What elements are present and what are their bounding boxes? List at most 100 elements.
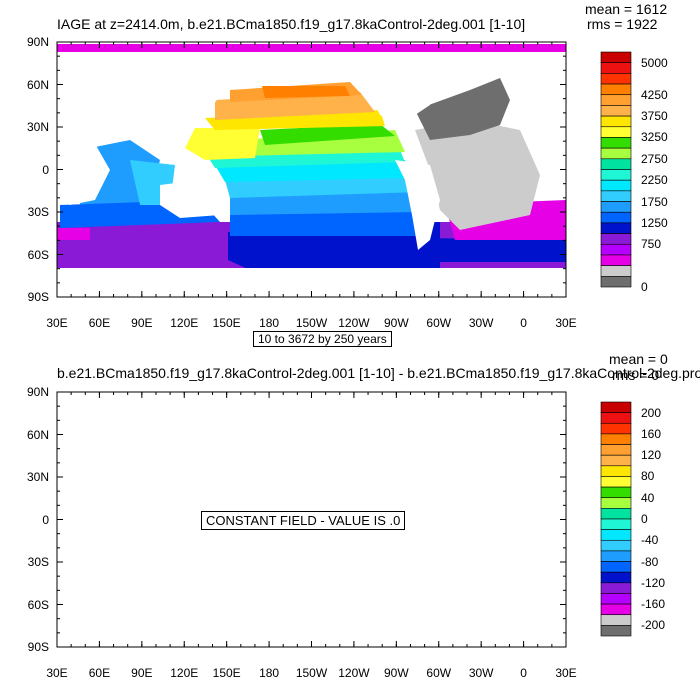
- colorbar-label: 3250: [641, 130, 668, 145]
- colorbar-label: 80: [641, 469, 655, 484]
- lon-label: 150W: [295, 316, 328, 330]
- colorbar-swatch: [600, 625, 632, 637]
- colorbar-swatch: [600, 539, 632, 552]
- panel1-title: IAGE at z=2414.0m, b.e21.BCma1850.f19_g1…: [57, 16, 526, 32]
- colorbar-label: 0: [641, 280, 648, 294]
- lon-label: 150W: [295, 666, 328, 680]
- lon-label: 180: [259, 666, 280, 680]
- colorbar-swatch: [600, 529, 632, 541]
- band-south-atlantic-deep: [420, 238, 566, 262]
- panel1-ticks: [56, 41, 567, 298]
- lon-label: 30E: [555, 666, 577, 680]
- land-mask: [325, 52, 440, 125]
- colorbar-swatch: [600, 497, 632, 509]
- lat-label: 0: [42, 162, 49, 177]
- lon-label: 150E: [212, 316, 241, 330]
- colorbar-label: -200: [641, 618, 666, 633]
- colorbar-swatch: [600, 465, 632, 477]
- colorbar-swatch: [600, 550, 632, 562]
- colorbar-swatch: [600, 401, 632, 413]
- lon-label: 60E: [88, 666, 111, 680]
- lat-label: 0: [42, 512, 49, 527]
- panel1-field: [57, 44, 566, 297]
- band-atlantic: [415, 120, 540, 230]
- colorbar-label: -80: [641, 554, 659, 569]
- land-mask: [57, 52, 230, 160]
- lon-label: 30E: [46, 666, 68, 680]
- panel1-colorbar: [600, 51, 632, 288]
- colorbar-swatch: [600, 444, 632, 456]
- colorbar-swatch: [600, 433, 632, 445]
- colorbar-label: 4250: [641, 87, 668, 102]
- lat-label: 30N: [26, 470, 49, 484]
- colorbar-swatch: [600, 593, 632, 605]
- lon-label: 60E: [88, 316, 111, 330]
- colorbar-label: 5000: [641, 55, 668, 70]
- lat-label: 90S: [27, 290, 49, 304]
- lon-label: 30W: [468, 316, 494, 330]
- panel2-title: b.e21.BCma1850.f19_g17.8kaControl-2deg.0…: [57, 365, 700, 381]
- lat-label: 90N: [26, 35, 49, 49]
- colorbar-swatch: [600, 571, 632, 584]
- lat-label: 60S: [27, 597, 49, 612]
- lon-label: 30W: [468, 666, 494, 680]
- colorbar-swatch: [600, 603, 632, 616]
- land-mask: [57, 130, 110, 205]
- colorbar-label: 40: [641, 490, 655, 505]
- lat-label: 90N: [26, 385, 49, 399]
- colorbar-label: 3750: [641, 109, 668, 124]
- lon-label: 150E: [212, 666, 241, 680]
- lon-label: 30E: [46, 316, 68, 330]
- colorbar-swatch: [600, 422, 632, 435]
- colorbar-label: -120: [641, 575, 666, 590]
- lon-label: 30E: [555, 316, 577, 330]
- lon-label: 120W: [338, 316, 370, 330]
- lon-label: 90W: [383, 316, 409, 330]
- colorbar-label: 2750: [641, 151, 668, 166]
- lon-label: 60W: [426, 666, 452, 680]
- lon-label: 90E: [131, 666, 153, 680]
- colorbar-label: 160: [641, 426, 662, 441]
- land-mask: [535, 100, 566, 200]
- colorbar-swatch: [600, 412, 632, 424]
- land-mask: [500, 52, 566, 65]
- lon-label: 0: [520, 666, 527, 680]
- colorbar-swatch: [600, 582, 632, 594]
- land-mask: [57, 268, 566, 297]
- lon-label: 180: [259, 316, 280, 330]
- panel2-constant-message: CONSTANT FIELD - VALUE IS .0: [201, 511, 406, 530]
- lat-label: 60N: [26, 77, 49, 92]
- panel1-map: [56, 41, 567, 298]
- lon-label: 120E: [170, 666, 199, 680]
- land-mask: [160, 180, 225, 218]
- colorbar-label: 2250: [641, 173, 668, 188]
- lat-label: 30N: [26, 120, 49, 134]
- colorbar-swatch: [600, 518, 632, 530]
- panel1-mean: mean = 1612: [585, 1, 668, 17]
- panel2-rms: rms = 0: [612, 367, 660, 383]
- colorbar-swatch: [600, 276, 632, 288]
- colorbar-swatch: [600, 508, 632, 520]
- panel1-rms: rms = 1922: [587, 16, 658, 32]
- land-mask: [395, 160, 440, 250]
- lon-label: 90E: [131, 316, 153, 330]
- colorbar-swatch: [600, 561, 632, 573]
- band-pacific-north: [262, 86, 350, 98]
- panel2-ticks: [56, 391, 567, 648]
- panel1-range-note: 10 to 3672 by 250 years: [253, 331, 392, 347]
- panel2-mean: mean = 0: [609, 351, 668, 367]
- colorbar-label: 750: [641, 237, 662, 252]
- colorbar-label: 1250: [641, 215, 668, 230]
- lon-label: 120W: [338, 666, 370, 680]
- lon-label: 0: [520, 316, 527, 330]
- lat-label: 60N: [26, 427, 49, 442]
- colorbar-label: 200: [641, 405, 662, 420]
- lat-label: 60S: [27, 247, 49, 262]
- lat-label: 90S: [27, 640, 49, 654]
- lat-label: 30S: [27, 205, 49, 219]
- colorbar-label: 0: [641, 512, 648, 526]
- colorbar-label: 1750: [641, 194, 668, 209]
- colorbar-label: -40: [641, 533, 659, 548]
